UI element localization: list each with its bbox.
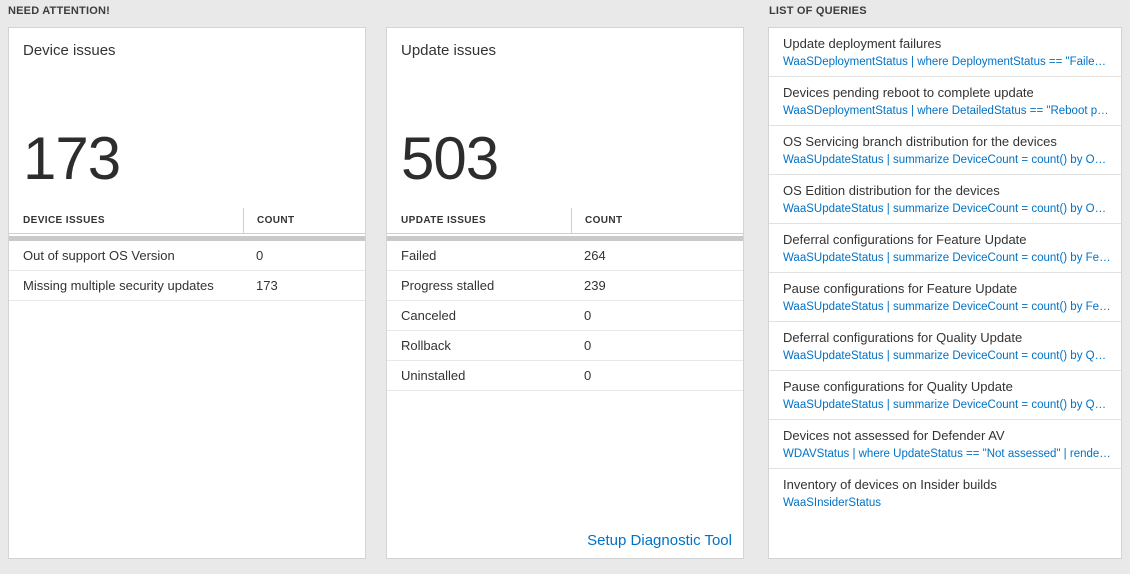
- query-title: Pause configurations for Quality Update: [783, 379, 1013, 394]
- table-row[interactable]: Out of support OS Version 0: [9, 241, 365, 271]
- update-issues-card: Update issues 503 UPDATE ISSUES COUNT Fa…: [386, 27, 744, 559]
- query-title: Devices pending reboot to complete updat…: [783, 85, 1034, 100]
- row-label: Rollback: [401, 338, 451, 353]
- query-list-item[interactable]: OS Edition distribution for the devices …: [769, 175, 1121, 224]
- query-text: WaaSUpdateStatus | summarize DeviceCount…: [783, 252, 1111, 264]
- row-label: Progress stalled: [401, 278, 495, 293]
- query-title: Update deployment failures: [783, 36, 942, 51]
- row-label: Missing multiple security updates: [23, 278, 214, 293]
- query-text: WaaSDeploymentStatus | where DeploymentS…: [783, 56, 1111, 68]
- row-count: 239: [584, 278, 606, 293]
- row-label: Out of support OS Version: [23, 248, 175, 263]
- row-count: 173: [256, 278, 278, 293]
- row-label: Canceled: [401, 308, 456, 323]
- column-header-count: COUNT: [243, 208, 365, 233]
- column-header-update-issues: UPDATE ISSUES: [401, 215, 487, 226]
- query-text: WDAVStatus | where UpdateStatus == "Not …: [783, 448, 1111, 460]
- row-label: Failed: [401, 248, 437, 263]
- column-header-device-issues: DEVICE ISSUES: [23, 215, 105, 226]
- query-list-item[interactable]: OS Servicing branch distribution for the…: [769, 126, 1121, 175]
- setup-diagnostic-tool-link[interactable]: Setup Diagnostic Tool: [587, 532, 732, 549]
- row-count: 264: [584, 248, 606, 263]
- list-of-queries-heading: LIST OF QUERIES: [769, 5, 867, 17]
- grid-divider-bar: [387, 236, 743, 241]
- device-issues-tile[interactable]: Device issues 173: [9, 28, 365, 208]
- need-attention-heading: NEED ATTENTION!: [8, 5, 110, 17]
- update-issues-table: UPDATE ISSUES COUNT Failed 264 Progress …: [387, 208, 743, 391]
- row-count: 0: [584, 308, 592, 323]
- table-row[interactable]: Canceled 0: [387, 301, 743, 331]
- table-row[interactable]: Progress stalled 239: [387, 271, 743, 301]
- table-row[interactable]: Missing multiple security updates 173: [9, 271, 365, 301]
- device-issues-title: Device issues: [23, 42, 116, 59]
- query-title: OS Servicing branch distribution for the…: [783, 134, 1057, 149]
- query-title: Inventory of devices on Insider builds: [783, 477, 997, 492]
- update-issues-title: Update issues: [401, 42, 497, 59]
- query-text: WaaSUpdateStatus | summarize DeviceCount…: [783, 203, 1111, 215]
- device-table-header: DEVICE ISSUES COUNT: [9, 208, 365, 234]
- query-list-item[interactable]: Inventory of devices on Insider builds W…: [769, 469, 1121, 517]
- update-table-header: UPDATE ISSUES COUNT: [387, 208, 743, 234]
- query-text: WaaSUpdateStatus | summarize DeviceCount…: [783, 399, 1111, 411]
- query-title: Deferral configurations for Quality Upda…: [783, 330, 1023, 345]
- query-text: WaaSInsiderStatus: [783, 497, 882, 509]
- table-row[interactable]: Uninstalled 0: [387, 361, 743, 391]
- row-label: Uninstalled: [401, 368, 466, 383]
- update-issues-total: 503: [401, 125, 499, 192]
- row-count: 0: [584, 338, 592, 353]
- row-count: 0: [584, 368, 592, 383]
- grid-divider-bar: [9, 236, 365, 241]
- query-text: WaaSUpdateStatus | summarize DeviceCount…: [783, 350, 1111, 362]
- query-list-item[interactable]: Update deployment failures WaaSDeploymen…: [769, 28, 1121, 77]
- device-issues-card: Device issues 173 DEVICE ISSUES COUNT Ou…: [8, 27, 366, 559]
- query-title: Deferral configurations for Feature Upda…: [783, 232, 1027, 247]
- update-issues-tile[interactable]: Update issues 503: [387, 28, 743, 208]
- query-list-item[interactable]: Deferral configurations for Feature Upda…: [769, 224, 1121, 273]
- query-title: Pause configurations for Feature Update: [783, 281, 1018, 296]
- query-text: WaaSUpdateStatus | summarize DeviceCount…: [783, 154, 1111, 166]
- query-list-item[interactable]: Devices pending reboot to complete updat…: [769, 77, 1121, 126]
- query-title: OS Edition distribution for the devices: [783, 183, 1000, 198]
- table-row[interactable]: Rollback 0: [387, 331, 743, 361]
- query-list-item[interactable]: Pause configurations for Quality Update …: [769, 371, 1121, 420]
- device-issues-total: 173: [23, 125, 121, 192]
- query-list-item[interactable]: Devices not assessed for Defender AV WDA…: [769, 420, 1121, 469]
- query-list-item[interactable]: Pause configurations for Feature Update …: [769, 273, 1121, 322]
- device-issues-table: DEVICE ISSUES COUNT Out of support OS Ve…: [9, 208, 365, 301]
- query-text: WaaSUpdateStatus | summarize DeviceCount…: [783, 301, 1111, 313]
- query-list-item[interactable]: Deferral configurations for Quality Upda…: [769, 322, 1121, 371]
- row-count: 0: [256, 248, 264, 263]
- column-header-count: COUNT: [571, 208, 743, 233]
- query-text: WaaSDeploymentStatus | where DetailedSta…: [783, 105, 1111, 117]
- table-row[interactable]: Failed 264: [387, 241, 743, 271]
- list-of-queries-card: Update deployment failures WaaSDeploymen…: [768, 27, 1122, 559]
- query-title: Devices not assessed for Defender AV: [783, 428, 1005, 443]
